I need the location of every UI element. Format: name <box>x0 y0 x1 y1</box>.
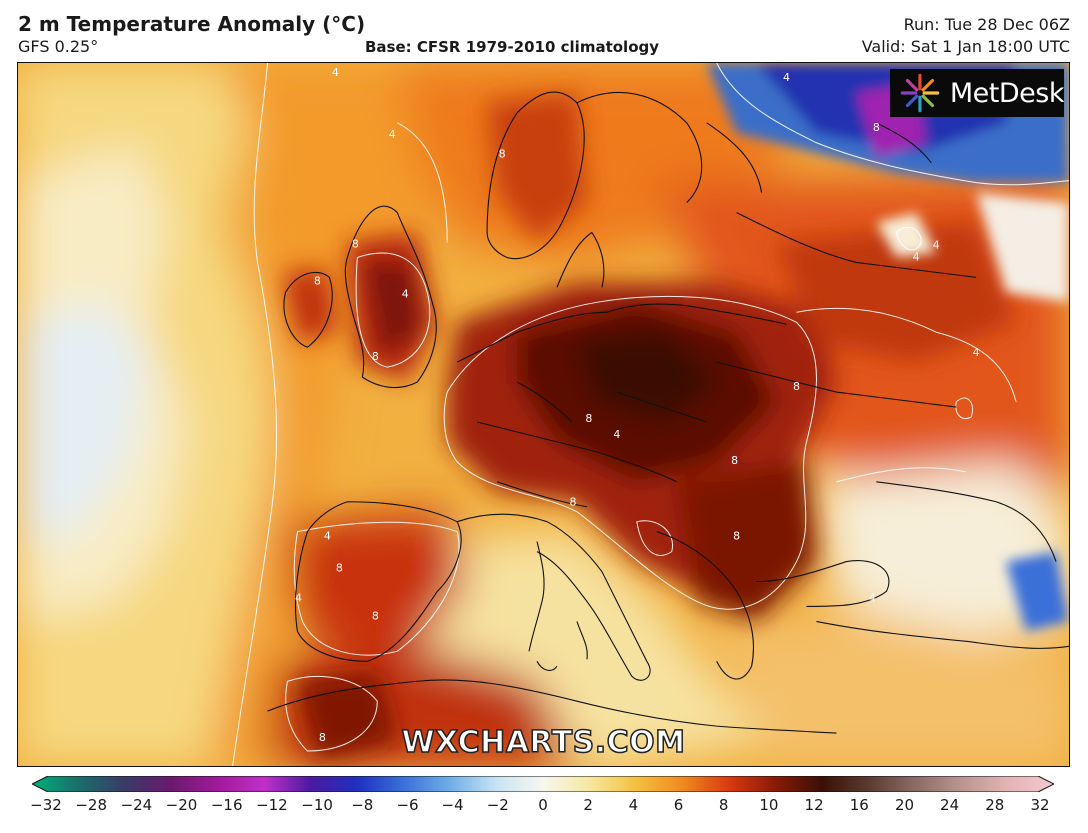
colorbar <box>32 776 1054 792</box>
contour-label: 4 <box>973 346 980 359</box>
climatology-base: Base: CFSR 1979-2010 climatology <box>365 38 660 56</box>
chart-title: 2 m Temperature Anomaly (°C) <box>18 12 366 36</box>
contour-label: 8 <box>319 731 326 744</box>
contour-label: 4 <box>913 250 920 263</box>
contour-label: 8 <box>733 530 740 543</box>
colorbar-tick-label: 10 <box>759 796 779 814</box>
colorbar-tick-label: −10 <box>301 796 333 814</box>
contour-label: 4 <box>324 530 331 543</box>
colorbar-tick-label: 2 <box>583 796 593 814</box>
contour-label: 8 <box>352 237 359 250</box>
colorbar-tick-label: −12 <box>256 796 288 814</box>
colorbar-tick-label: 20 <box>894 796 915 814</box>
metdesk-logo-text: MetDesk <box>949 77 1065 109</box>
contour-label: 8 <box>585 412 592 425</box>
contour-label: 8 <box>372 350 379 363</box>
colorbar-tick-label: 6 <box>673 796 684 814</box>
colorbar-tick-label: 8 <box>718 796 729 814</box>
model-name: GFS 0.25° <box>18 37 99 56</box>
colorbar-tick-label: −20 <box>165 796 198 814</box>
contour-label: 8 <box>499 148 506 161</box>
contour-label: 4 <box>783 71 790 84</box>
colorbar-tick-label: 28 <box>985 796 1005 814</box>
contour-label: 4 <box>613 428 620 441</box>
colorbar-tick-label: −4 <box>441 796 464 814</box>
colorbar-tick-label: −2 <box>486 796 509 814</box>
contour-label: 4 <box>869 591 876 604</box>
contour-label: 8 <box>793 380 800 393</box>
colorbar-tick-label: 12 <box>804 796 824 814</box>
contour-label: 8 <box>336 562 343 575</box>
colorbar-tick-label: 4 <box>628 796 639 814</box>
contour-label: 4 <box>402 287 409 300</box>
valid-time: Valid: Sat 1 Jan 18:00 UTC <box>861 37 1070 56</box>
colorbar-tick-label: 16 <box>849 796 869 814</box>
metdesk-burst-icon <box>900 73 940 113</box>
wxcharts-watermark: WXCHARTS.COM <box>401 724 686 761</box>
colorbar-tick-label: 32 <box>1030 796 1050 814</box>
colorbar-tick-label: −8 <box>351 796 374 814</box>
map-canvas: 4 4 8 8 4 8 8 8 4 8 8 8 4 8 4 4 4 8 8 4 … <box>18 63 1069 766</box>
contour-label: 8 <box>569 496 576 509</box>
contour-label: 4 <box>332 66 339 79</box>
contour-label: 8 <box>873 121 880 134</box>
contour-label: 8 <box>314 274 321 287</box>
colorbar-tick-label: −32 <box>30 796 62 814</box>
contour-label: 4 <box>933 238 940 251</box>
colorbar-tick-label: −24 <box>120 796 153 814</box>
contour-label: 8 <box>731 454 738 467</box>
anomaly-map: 4 4 8 8 4 8 8 8 4 8 8 8 4 8 4 4 4 8 8 4 … <box>17 62 1070 767</box>
colorbar-tick-label: −28 <box>75 796 108 814</box>
colorbar-ticks: −32 −28 −24 −20 −16 −12 −10 −8 −6 −4 −2 0 2 4 6 8 10 12 16… <box>0 794 1088 818</box>
contour-label: 4 <box>389 128 396 141</box>
colorbar-tick-label: 0 <box>538 796 548 814</box>
colorbar-tick-label: 24 <box>940 796 960 814</box>
contour-label: 4 <box>295 591 302 604</box>
run-time: Run: Tue 28 Dec 06Z <box>903 15 1070 34</box>
colorbar-tick-label: −16 <box>210 796 243 814</box>
contour-label: 8 <box>372 609 379 622</box>
colorbar-tick-label: −6 <box>396 796 419 814</box>
metdesk-logo: MetDesk <box>890 69 1065 117</box>
